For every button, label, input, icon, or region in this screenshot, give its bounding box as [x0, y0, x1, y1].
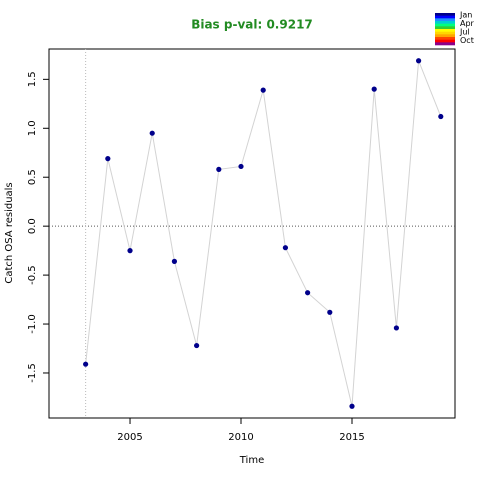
data-point — [171, 258, 178, 264]
data-point — [83, 361, 89, 367]
legend-swatch — [435, 21, 455, 24]
data-point — [438, 113, 444, 120]
y-tick-label: -0.5 — [27, 265, 38, 285]
plot-frame — [48, 48, 456, 419]
data-point — [282, 245, 289, 251]
legend-swatch — [435, 15, 455, 19]
data-point — [305, 290, 311, 296]
legend-swatch — [435, 13, 455, 16]
chart-title: Bias p-val: 0.9217 — [191, 18, 313, 32]
legend-label: Jul — [459, 28, 470, 37]
legend-swatch — [435, 34, 455, 38]
data-point — [127, 248, 133, 254]
data-point — [393, 325, 399, 331]
legend-swatch — [435, 29, 455, 32]
data-point — [349, 403, 355, 409]
data-point — [327, 309, 333, 315]
data-point — [216, 166, 222, 172]
data-point — [238, 163, 244, 170]
data-point — [194, 342, 200, 349]
y-tick-label: 1.0 — [27, 120, 38, 136]
legend-label: Apr — [460, 19, 475, 28]
data-point — [415, 58, 422, 64]
data-point — [105, 156, 111, 162]
y-tick-label: 0.0 — [27, 218, 38, 234]
data-point — [260, 87, 266, 93]
y-tick-label: -1.0 — [27, 314, 38, 334]
x-tick-label: 2005 — [117, 432, 142, 443]
legend-label: Oct — [460, 36, 474, 45]
legend-label: Jan — [459, 11, 472, 20]
y-tick-label: 0.5 — [27, 169, 38, 185]
legend-swatch — [435, 26, 455, 30]
legend-swatch — [435, 39, 455, 43]
legend-swatch — [435, 23, 455, 27]
y-tick-label: -1.5 — [27, 363, 38, 383]
x-tick-label: 2010 — [228, 432, 253, 443]
data-point — [149, 130, 155, 136]
x-axis-label: Time — [239, 455, 264, 466]
legend-swatch — [435, 18, 455, 22]
legend-swatch — [435, 42, 455, 46]
data-point — [371, 86, 377, 92]
x-tick-label: 2015 — [339, 432, 364, 443]
legend-swatch — [435, 37, 455, 40]
legend-swatch — [435, 31, 455, 35]
y-axis-label: Catch OSA residuals — [4, 182, 15, 283]
series-line — [85, 60, 442, 407]
y-tick-label: 1.5 — [27, 71, 38, 87]
